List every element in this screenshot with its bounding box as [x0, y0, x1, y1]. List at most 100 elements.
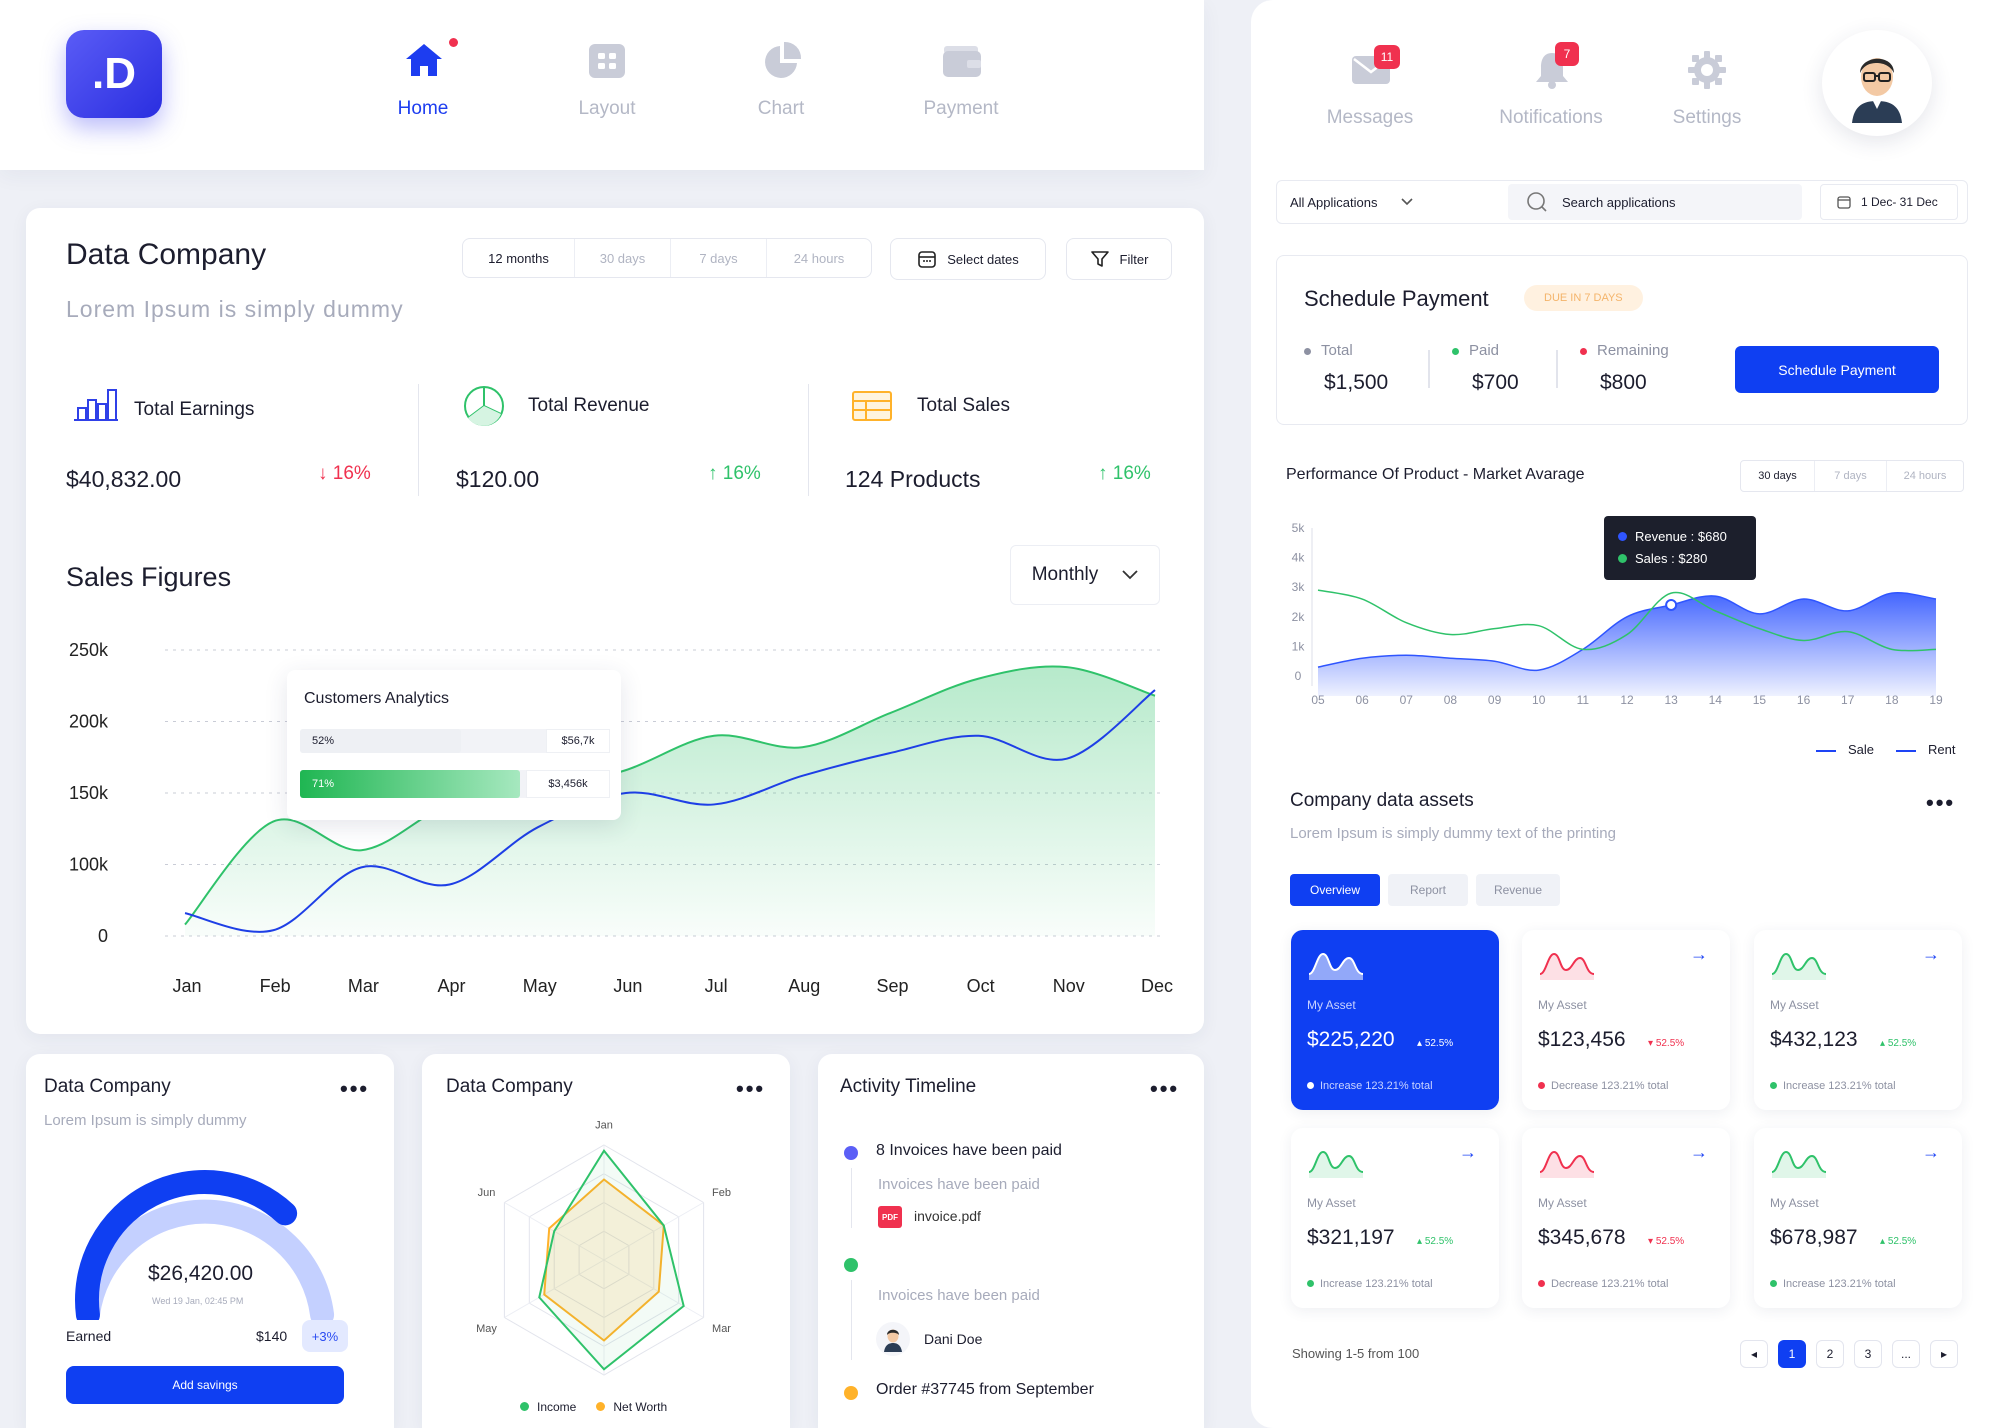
- tab-revenue[interactable]: Revenue: [1476, 874, 1560, 906]
- asset-card[interactable]: My Asset $225,220 ▴ 52.5% Increase 123.21% …: [1291, 930, 1499, 1110]
- highlight-point[interactable]: [1665, 598, 1678, 611]
- timeline-item-1-title: 8 Invoices have been paid: [876, 1142, 1062, 1159]
- brand-logo[interactable]: .D: [66, 30, 162, 118]
- page-ellipsis[interactable]: ...: [1892, 1340, 1920, 1368]
- range-24-hours[interactable]: 24 hours: [793, 250, 845, 266]
- range-12-months[interactable]: 12 months: [463, 239, 575, 277]
- perf-range-7d[interactable]: 7 days: [1815, 461, 1887, 491]
- asset-footer-dot: [1538, 1082, 1545, 1089]
- radar-more-icon[interactable]: •••: [736, 1076, 766, 1101]
- asset-change: ▾ 52.5%: [1648, 1038, 1684, 1049]
- nav-chart[interactable]: Chart: [701, 36, 861, 126]
- perf-tooltip-revenue-label: Revenue: [1635, 529, 1688, 544]
- analytics-pct-1: 52%: [312, 735, 335, 747]
- asset-footer: Decrease 123.21% total: [1538, 1080, 1668, 1092]
- radar-series-0: [538, 1149, 685, 1371]
- schedule-title: Schedule Payment: [1304, 286, 1489, 311]
- stat-revenue-pct: 16%: [722, 463, 761, 484]
- asset-footer: Increase 123.21% total: [1307, 1080, 1433, 1092]
- x-tick-label: Jan: [172, 976, 201, 996]
- arrow-right-icon[interactable]: →: [1690, 944, 1708, 964]
- date-range-label: 1 Dec- 31 Dec: [1861, 195, 1938, 209]
- range-7-days[interactable]: 7 days: [671, 239, 767, 277]
- range-30-days[interactable]: 30 days: [575, 239, 671, 277]
- perf-range-24h[interactable]: 24 hours: [1903, 470, 1947, 482]
- period-dropdown-label: Monthly: [1031, 564, 1099, 585]
- messages-button[interactable]: 11 Messages: [1290, 40, 1450, 135]
- asset-card[interactable]: → My Asset $321,197 ▴ 52.5% Increase 123.21%…: [1291, 1128, 1499, 1308]
- asset-card[interactable]: → My Asset $345,678 ▾ 52.5% Decrease 123.21%…: [1522, 1128, 1730, 1308]
- x-tick-label: Jul: [705, 976, 728, 996]
- radar-axis: [504, 1259, 605, 1318]
- invoice-file-link[interactable]: invoice.pdf: [914, 1208, 981, 1224]
- select-dates-button[interactable]: Select dates: [890, 238, 1046, 280]
- rent-line: [1317, 592, 1937, 672]
- x-tick-label: Feb: [260, 976, 291, 996]
- arrow-right-icon[interactable]: →: [1459, 1142, 1477, 1162]
- person-avatar: [876, 1322, 910, 1356]
- avatar[interactable]: [1822, 30, 1932, 136]
- nav-home[interactable]: Home: [343, 36, 503, 126]
- asset-change: ▴ 52.5%: [1880, 1236, 1916, 1247]
- asset-card[interactable]: → My Asset $123,456 ▾ 52.5% Decrease 123.21%…: [1522, 930, 1730, 1110]
- x-tick-label: 06: [1355, 693, 1369, 707]
- add-savings-button[interactable]: Add savings: [66, 1366, 344, 1404]
- page-next[interactable]: ▸: [1930, 1340, 1958, 1368]
- notifications-button[interactable]: 7 Notifications: [1471, 40, 1631, 135]
- x-tick-label: 07: [1400, 693, 1414, 707]
- period-dropdown[interactable]: Monthly: [1010, 545, 1160, 605]
- nav-payment-label: Payment: [923, 98, 999, 119]
- page-prev[interactable]: ◂: [1740, 1340, 1768, 1368]
- filter-button[interactable]: Filter: [1066, 238, 1172, 280]
- timeline-item-2-sub: Invoices have been paid: [878, 1287, 1040, 1304]
- applications-dropdown[interactable]: All Applications: [1290, 190, 1450, 214]
- asset-footer-dot: [1538, 1280, 1545, 1287]
- schedule-payment-button[interactable]: Schedule Payment: [1735, 346, 1939, 393]
- settings-button[interactable]: Settings: [1627, 40, 1787, 135]
- arrow-right-icon[interactable]: →: [1922, 944, 1940, 964]
- asset-change-pct: 52.5%: [1655, 1038, 1685, 1049]
- tab-report[interactable]: Report: [1388, 874, 1468, 906]
- search-box[interactable]: Search applications: [1508, 184, 1802, 220]
- tab-overview[interactable]: Overview: [1290, 874, 1380, 906]
- perf-range-30d[interactable]: 30 days: [1741, 461, 1815, 491]
- data-company-title: Data Company: [66, 238, 267, 271]
- y-tick-label: 0: [1295, 669, 1302, 683]
- nav-payment[interactable]: Payment: [881, 36, 1041, 126]
- series-area-green: [185, 666, 1155, 936]
- savings-more-icon[interactable]: •••: [340, 1076, 370, 1101]
- table-icon: [852, 391, 892, 421]
- date-range-picker[interactable]: 1 Dec- 31 Dec: [1820, 184, 1958, 220]
- customers-analytics-title: Customers Analytics: [304, 690, 449, 707]
- perf-tooltip-revenue-value: $680: [1697, 529, 1727, 544]
- nav-layout[interactable]: Layout: [527, 36, 687, 126]
- page-1[interactable]: 1: [1778, 1340, 1806, 1368]
- x-tick-label: 05: [1311, 693, 1325, 707]
- asset-change-pct: 52.5%: [1887, 1236, 1917, 1247]
- performance-range-tabs: 30 days 7 days 24 hours: [1740, 460, 1964, 492]
- arrow-right-icon[interactable]: →: [1690, 1142, 1708, 1162]
- asset-change: ▾ 52.5%: [1648, 1236, 1684, 1247]
- savings-card: [26, 1054, 394, 1428]
- page-3[interactable]: 3: [1854, 1340, 1882, 1368]
- asset-footer-text: Decrease 123.21% total: [1551, 1278, 1669, 1290]
- page-2[interactable]: 2: [1816, 1340, 1844, 1368]
- assets-more-icon[interactable]: •••: [1926, 790, 1956, 815]
- arrow-up-icon: ↑: [708, 463, 718, 484]
- paid-value: $700: [1472, 371, 1519, 394]
- stat-sales-pct: 16%: [1112, 463, 1151, 484]
- analytics-row-2: 71% $3,456k: [300, 770, 610, 798]
- asset-card[interactable]: → My Asset $678,987 ▴ 52.5% Increase 123.21%…: [1754, 1128, 1962, 1308]
- schedule-remaining: Remaining $800: [1580, 342, 1669, 395]
- asset-card[interactable]: → My Asset $432,123 ▴ 52.5% Increase 123.21%…: [1754, 930, 1962, 1110]
- stat-revenue-title: Total Revenue: [528, 395, 650, 416]
- y-tick-label: 4k: [1292, 551, 1306, 565]
- asset-change: ▴ 52.5%: [1417, 1236, 1453, 1247]
- calendar-icon: [918, 251, 937, 268]
- arrow-right-icon[interactable]: →: [1922, 1142, 1940, 1162]
- schedule-divider-1: [1428, 350, 1430, 388]
- timeline-more-icon[interactable]: •••: [1150, 1076, 1180, 1101]
- total-value: $1,500: [1324, 371, 1389, 394]
- asset-label: My Asset: [1307, 1196, 1356, 1210]
